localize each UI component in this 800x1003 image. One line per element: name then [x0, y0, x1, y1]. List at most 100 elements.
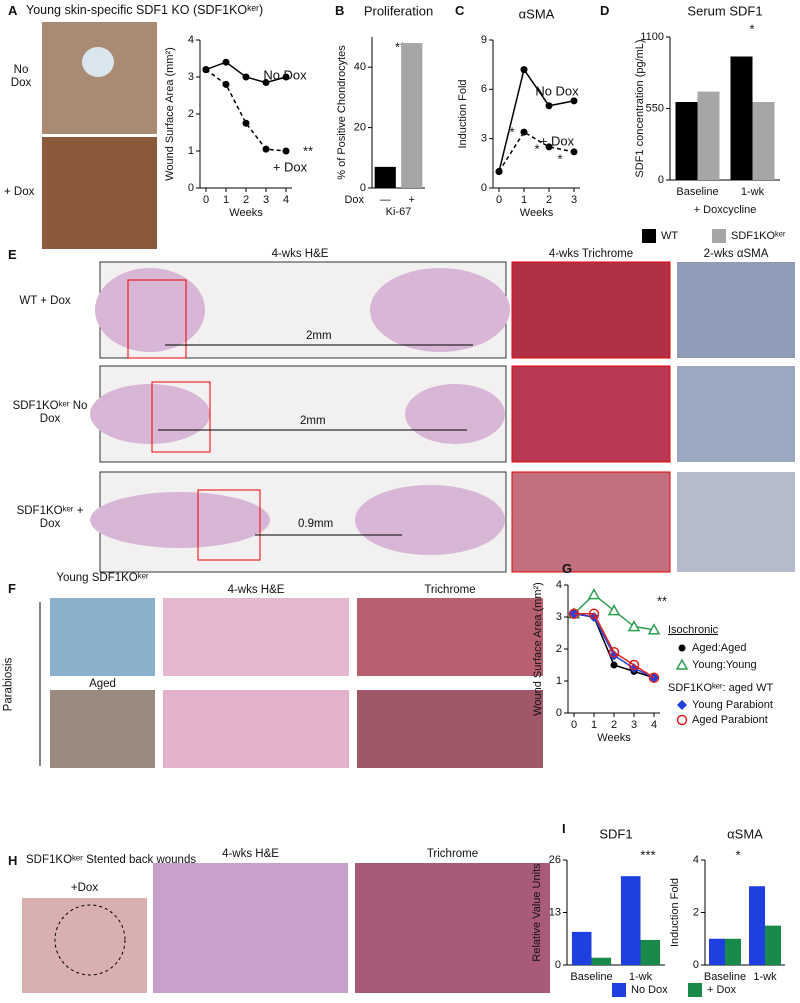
- marker: [628, 659, 640, 671]
- column-label: Trichrome: [424, 584, 476, 596]
- bar: [620, 876, 641, 965]
- y-axis-label: Induction Fold: [669, 878, 681, 947]
- legend-label: Aged Parabiont: [692, 714, 768, 726]
- x-tick-label: 1-wk: [753, 971, 777, 983]
- x-tick-label: 3: [263, 194, 269, 206]
- legend-label: Young Parabiont: [692, 699, 773, 711]
- annotation: *: [534, 141, 539, 156]
- x-axis-label: Weeks: [229, 207, 263, 219]
- y-axis-label: Induction Fold: [457, 79, 469, 148]
- y-tick-label: 0: [555, 959, 561, 971]
- annotation: *: [749, 21, 754, 36]
- micrograph: [511, 261, 671, 359]
- marker: [222, 80, 230, 88]
- series-line: [498, 131, 575, 172]
- bar: [640, 939, 661, 965]
- x-tick-label: 0: [571, 719, 577, 731]
- tissue: [90, 384, 210, 444]
- legend-label: + Dox: [707, 984, 737, 996]
- y-tick-label: 9: [481, 34, 487, 46]
- y-tick-label: 26: [549, 854, 561, 866]
- marker: [262, 145, 270, 153]
- legend-label: SDF1KOᵏᵉʳ: [731, 230, 786, 242]
- marker: [262, 79, 270, 87]
- scale-label: 0.9mm: [298, 518, 334, 530]
- x-tick-label: 1-wk: [741, 186, 765, 198]
- bar: [730, 56, 753, 180]
- column-label: Trichrome: [426, 848, 479, 860]
- chart-title: SDF1: [599, 826, 632, 841]
- x-tick-label: 3: [631, 719, 637, 731]
- y-tick-label: 0: [693, 959, 699, 971]
- marker: [568, 608, 580, 620]
- legend-label: WT: [661, 230, 678, 242]
- x-tick-label: 1: [521, 194, 527, 206]
- annotation: ***: [640, 847, 655, 862]
- micrograph: [163, 690, 349, 768]
- legend-label: Aged:Aged: [692, 642, 746, 654]
- x-tick-label: 0: [496, 194, 502, 206]
- legend-marker: [676, 714, 688, 726]
- x-axis-label: + Doxcycline: [694, 204, 757, 216]
- y-tick-label: 4: [556, 579, 562, 591]
- x-axis-label: Ki-67: [386, 206, 412, 218]
- annotation: **: [303, 143, 313, 158]
- annotation: No Dox: [535, 83, 579, 98]
- marker: [282, 73, 290, 81]
- series-line: [574, 613, 655, 679]
- panel-label: A: [8, 3, 18, 18]
- marker: [648, 672, 660, 684]
- y-tick-label: 0: [481, 182, 487, 194]
- marker: [588, 608, 600, 620]
- annotation: *: [557, 151, 562, 166]
- x-tick-label: 0: [203, 194, 209, 206]
- y-tick-label: 2: [188, 108, 194, 120]
- marker: [545, 143, 553, 151]
- wound: [82, 47, 114, 77]
- y-tick-label: 20: [354, 122, 366, 134]
- legend-marker: [678, 644, 686, 652]
- marker: [608, 646, 620, 658]
- y-tick-label: 4: [693, 854, 699, 866]
- scale-label: 2mm: [300, 415, 326, 427]
- row-label: Young SDF1KOᵏᵉʳ: [56, 572, 149, 584]
- panel-label: B: [335, 3, 345, 18]
- bar: [709, 938, 725, 965]
- annotation: **: [657, 593, 667, 608]
- y-tick-label: 0: [360, 182, 366, 194]
- y-tick-label: 2: [693, 906, 699, 918]
- micrograph: [677, 472, 795, 572]
- column-label: 4-wks H&E: [271, 248, 329, 260]
- panel-title: SDF1KOᵏᵉʳ Stented back wounds: [26, 854, 197, 866]
- image-label: +Dox: [70, 882, 99, 894]
- category-axis-label: Dox: [344, 194, 364, 206]
- panel-label: E: [8, 247, 17, 262]
- x-tick-label: 1-wk: [629, 971, 653, 983]
- bar: [374, 166, 396, 188]
- y-tick-label: 3: [188, 71, 194, 83]
- marker: [570, 148, 578, 156]
- y-tick-label: 3: [556, 611, 562, 623]
- row-label: SDF1KOᵏᵉʳ No Dox: [12, 400, 88, 425]
- x-tick-label: Baseline: [704, 971, 746, 983]
- side-label: Parabiosis: [2, 657, 15, 712]
- legend-header: SDF1KOᵏᵉʳ: aged WT: [668, 682, 773, 694]
- marker: [627, 620, 641, 632]
- marker: [587, 588, 601, 600]
- legend-swatch: [688, 983, 702, 997]
- legend-marker: [675, 658, 689, 670]
- micrograph: [163, 598, 349, 676]
- row-label: SDF1KOᵏᵉʳ + Dox: [16, 505, 84, 530]
- legend-swatch: [642, 229, 656, 243]
- y-axis-label: SDF1 concentration (pg/mL): [634, 39, 646, 177]
- x-tick-label: —: [380, 194, 391, 206]
- x-tick-label: 4: [283, 194, 289, 206]
- bar: [401, 43, 423, 188]
- y-tick-label: 550: [646, 102, 664, 114]
- y-tick-label: 6: [481, 83, 487, 95]
- panel-label: H: [8, 853, 18, 868]
- marker: [545, 102, 553, 110]
- marker: [520, 66, 528, 74]
